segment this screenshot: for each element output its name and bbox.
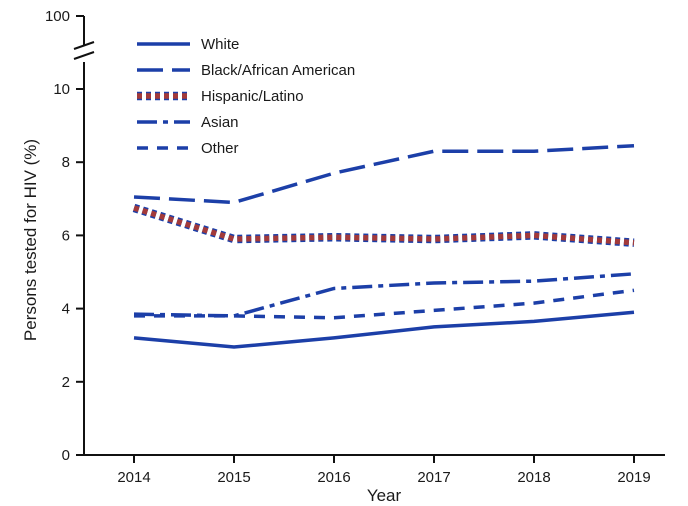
series-layer	[132, 143, 635, 349]
y-ticks: 0 2 4 6 8 10	[53, 81, 84, 464]
legend-label: White	[201, 36, 239, 53]
series-other	[134, 288, 635, 320]
x-tick-label: 2017	[417, 469, 450, 486]
series-line	[133, 310, 635, 349]
data-point	[434, 239, 435, 240]
legend-label: Asian	[201, 114, 239, 131]
axis-break-marker	[73, 41, 95, 60]
x-tick-label: 2015	[217, 469, 250, 486]
x-tick-label: 2019	[617, 469, 650, 486]
x-ticks: 2014 2015 2016 2017 2018 2019	[117, 455, 651, 486]
legend: White Black/African American Hispanic/Lati…	[137, 36, 355, 157]
x-tick-label: 2014	[117, 469, 150, 486]
series-asian	[133, 272, 635, 318]
data-point	[234, 239, 235, 240]
legend-label: Black/African American	[201, 62, 355, 79]
x-tick-label: 2018	[517, 469, 550, 486]
series-black-african-american	[133, 143, 635, 205]
data-point	[334, 173, 335, 174]
y-tick-label: 0	[62, 447, 70, 464]
legend-item: Black/African American	[137, 62, 355, 79]
y-tick-label-break-top: 100	[45, 8, 70, 25]
y-tick-label: 8	[62, 154, 70, 171]
series-line	[133, 143, 635, 205]
data-point	[334, 237, 335, 238]
data-point	[534, 281, 535, 282]
legend-item: Asian	[137, 114, 239, 131]
series-white	[133, 310, 635, 349]
series-hispanic-latino	[132, 203, 635, 247]
x-tick-label: 2016	[317, 469, 350, 486]
data-point	[234, 202, 235, 203]
data-point	[634, 273, 635, 274]
axes: 100	[45, 8, 665, 456]
legend-label: Other	[201, 140, 239, 157]
data-point	[434, 151, 435, 152]
legend-item: White	[137, 36, 239, 53]
y-axis-title: Persons tested for HIV (%)	[21, 139, 40, 341]
y-tick-label: 4	[62, 301, 70, 318]
series-line	[133, 205, 635, 246]
legend-label: Hispanic/Latino	[201, 88, 304, 105]
legend-item: Hispanic/Latino	[137, 88, 304, 105]
series-line	[134, 288, 635, 320]
y-tick-label: 2	[62, 374, 70, 391]
series-line	[133, 272, 635, 318]
legend-item: Other	[137, 140, 239, 157]
y-tick-label: 6	[62, 227, 70, 244]
x-axis-title: Year	[367, 486, 402, 505]
y-tick-label: 10	[53, 81, 70, 98]
